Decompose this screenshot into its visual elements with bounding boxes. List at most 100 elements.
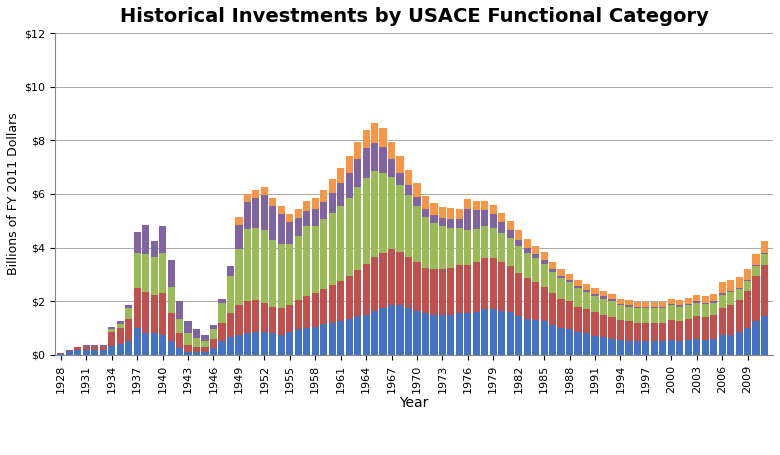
Bar: [108, 327, 115, 329]
Bar: [702, 296, 709, 303]
Bar: [328, 179, 336, 192]
Bar: [201, 352, 208, 355]
Bar: [498, 233, 505, 263]
Bar: [507, 266, 514, 312]
Bar: [371, 123, 378, 143]
Bar: [422, 209, 429, 217]
Bar: [227, 338, 234, 355]
Bar: [710, 294, 718, 301]
Bar: [710, 301, 718, 303]
Bar: [608, 299, 615, 301]
Bar: [702, 340, 709, 355]
Bar: [396, 252, 403, 305]
Bar: [753, 266, 760, 276]
Bar: [261, 332, 268, 355]
Bar: [176, 334, 183, 348]
Bar: [371, 311, 378, 355]
Bar: [744, 291, 751, 328]
Bar: [184, 352, 192, 355]
Bar: [236, 225, 243, 249]
Bar: [413, 183, 420, 197]
Bar: [456, 313, 463, 355]
Bar: [379, 172, 387, 253]
Bar: [210, 329, 217, 339]
Bar: [151, 294, 158, 334]
Bar: [464, 313, 471, 355]
Bar: [490, 214, 497, 228]
Bar: [405, 308, 412, 355]
Bar: [328, 192, 336, 213]
Bar: [379, 253, 387, 308]
Bar: [252, 332, 260, 355]
Bar: [176, 301, 183, 318]
Bar: [736, 300, 743, 332]
Bar: [354, 159, 361, 187]
Bar: [252, 198, 260, 228]
Bar: [91, 347, 98, 350]
Bar: [456, 265, 463, 313]
Bar: [244, 301, 251, 334]
Bar: [303, 201, 310, 212]
Bar: [133, 232, 141, 253]
Bar: [634, 308, 641, 323]
Bar: [303, 212, 310, 226]
Bar: [761, 265, 768, 316]
Bar: [210, 348, 217, 355]
Bar: [439, 269, 446, 315]
Bar: [328, 323, 336, 355]
Bar: [159, 293, 166, 335]
Bar: [125, 318, 133, 342]
Bar: [278, 243, 285, 308]
Bar: [346, 276, 353, 318]
Bar: [142, 292, 149, 334]
Bar: [523, 248, 531, 253]
Bar: [583, 292, 590, 309]
Bar: [651, 307, 658, 308]
Bar: [396, 305, 403, 355]
Bar: [591, 288, 598, 294]
Bar: [481, 258, 488, 309]
Title: Historical Investments by USACE Functional Category: Historical Investments by USACE Function…: [119, 7, 708, 26]
Bar: [363, 315, 370, 355]
Bar: [473, 312, 480, 355]
Bar: [91, 350, 98, 355]
Bar: [608, 317, 615, 339]
Bar: [490, 258, 497, 309]
Bar: [626, 307, 633, 321]
Bar: [507, 238, 514, 266]
Bar: [201, 335, 208, 341]
Bar: [617, 340, 624, 355]
Bar: [133, 288, 141, 328]
Bar: [159, 253, 166, 293]
Bar: [295, 329, 302, 355]
Bar: [532, 320, 539, 355]
Bar: [396, 172, 403, 185]
Bar: [685, 304, 692, 305]
Bar: [668, 304, 675, 305]
Bar: [100, 347, 107, 350]
Bar: [583, 309, 590, 334]
Bar: [125, 308, 133, 318]
Bar: [278, 214, 285, 243]
Bar: [176, 318, 183, 334]
Bar: [574, 279, 582, 286]
Bar: [617, 320, 624, 340]
Bar: [337, 183, 344, 206]
Bar: [236, 335, 243, 355]
Bar: [201, 347, 208, 352]
Bar: [295, 218, 302, 236]
Bar: [498, 311, 505, 355]
Bar: [431, 215, 438, 223]
Bar: [439, 315, 446, 355]
Bar: [159, 226, 166, 253]
Bar: [676, 307, 683, 321]
Bar: [218, 298, 225, 303]
Bar: [396, 185, 403, 252]
Bar: [125, 342, 133, 355]
Bar: [718, 283, 726, 293]
Bar: [744, 280, 751, 281]
Bar: [634, 302, 641, 307]
Bar: [371, 257, 378, 311]
Bar: [727, 291, 734, 292]
Bar: [549, 325, 556, 355]
